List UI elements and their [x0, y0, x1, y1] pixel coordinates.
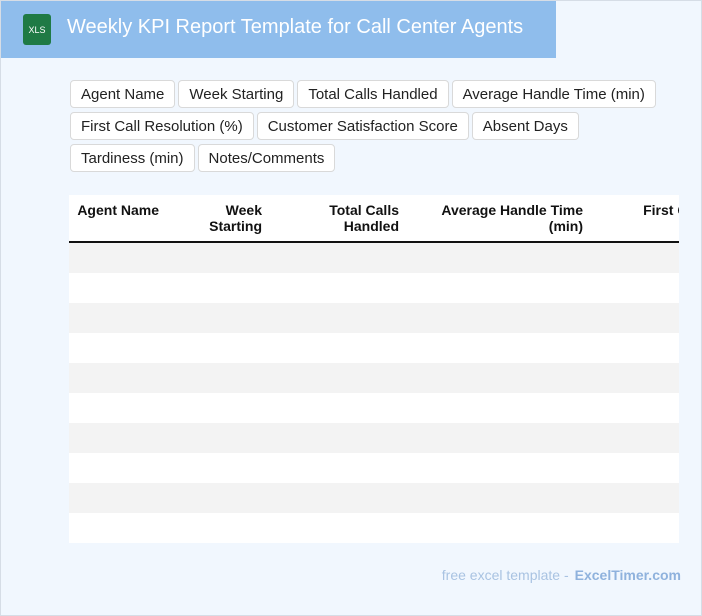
tag: Tardiness (min): [70, 144, 195, 172]
table-cell: [409, 333, 593, 363]
table-cell: [593, 333, 679, 363]
table-cell: [593, 393, 679, 423]
table-cell: [169, 303, 272, 333]
table-row: [69, 453, 679, 483]
table-cell: [69, 453, 169, 483]
table-cell: [272, 483, 409, 513]
tag: Notes/Comments: [197, 144, 336, 172]
page-title: Weekly KPI Report Template for Call Cent…: [67, 16, 524, 38]
kpi-table: Agent Name Week Starting Total Calls Handl…: [69, 195, 679, 543]
table-row: [69, 483, 679, 513]
table-cell: [169, 483, 272, 513]
table-row: [69, 363, 679, 393]
table-cell: [272, 453, 409, 483]
tag: First Call Resolution (%): [70, 112, 254, 140]
table-cell: [593, 273, 679, 303]
table-cell: [272, 423, 409, 453]
table-cell: [593, 513, 679, 543]
header-banner: XLS Weekly KPI Report Template for Call …: [1, 1, 556, 58]
column-header: Average Handle Time (min): [409, 195, 593, 243]
table-cell: [69, 423, 169, 453]
table-cell: [409, 363, 593, 393]
table-row: [69, 423, 679, 453]
table-cell: [409, 423, 593, 453]
table-cell: [169, 513, 272, 543]
footer: free excel template - ExcelTimer.com: [442, 567, 681, 583]
column-header: Total Calls Handled: [272, 195, 409, 243]
table-cell: [593, 453, 679, 483]
table-cell: [409, 513, 593, 543]
table-cell: [593, 242, 679, 273]
table-cell: [593, 363, 679, 393]
table-cell: [69, 333, 169, 363]
table-cell: [69, 483, 169, 513]
table-cell: [69, 242, 169, 273]
table-cell: [272, 303, 409, 333]
footer-link[interactable]: ExcelTimer.com: [574, 567, 681, 583]
table-cell: [409, 393, 593, 423]
table-container: Agent Name Week Starting Total Calls Handl…: [69, 195, 679, 543]
tag: Week Starting: [178, 80, 295, 108]
table-cell: [69, 363, 169, 393]
table-cell: [272, 333, 409, 363]
tag: Total Calls Handled: [297, 80, 449, 108]
table-row: [69, 303, 679, 333]
table-row: [69, 333, 679, 363]
table-cell: [169, 393, 272, 423]
table-cell: [272, 242, 409, 273]
xls-icon: XLS: [23, 14, 51, 45]
table-cell: [409, 242, 593, 273]
table-cell: [169, 423, 272, 453]
table-cell: [272, 513, 409, 543]
column-header: First Call: [593, 195, 679, 243]
tag: Customer Satisfaction Score: [256, 112, 469, 140]
table-cell: [169, 363, 272, 393]
header-row: Agent Name Week Starting Total Calls Handl…: [69, 195, 679, 243]
column-header: Agent Name: [69, 195, 169, 243]
table-cell: [593, 423, 679, 453]
table-cell: [272, 273, 409, 303]
tag: Absent Days: [471, 112, 579, 140]
table-cell: [593, 483, 679, 513]
table-row: [69, 513, 679, 543]
table-body: [69, 242, 679, 543]
table-cell: [169, 273, 272, 303]
table-cell: [69, 273, 169, 303]
table-cell: [69, 513, 169, 543]
table-cell: [409, 273, 593, 303]
table-cell: [169, 453, 272, 483]
column-header: Week Starting: [169, 195, 272, 243]
table-cell: [409, 483, 593, 513]
table-row: [69, 393, 679, 423]
table-cell: [272, 363, 409, 393]
table-cell: [593, 303, 679, 333]
table-cell: [69, 393, 169, 423]
table-row: [69, 273, 679, 303]
table-cell: [272, 393, 409, 423]
table-cell: [69, 303, 169, 333]
tag: Average Handle Time (min): [451, 80, 656, 108]
table-cell: [409, 303, 593, 333]
tag: Agent Name: [70, 80, 176, 108]
table-cell: [169, 242, 272, 273]
table-row: [69, 242, 679, 273]
table-cell: [169, 333, 272, 363]
footer-text: free excel template -: [441, 567, 569, 583]
table-cell: [409, 453, 593, 483]
tag-list: Agent Name Week Starting Total Calls Handl…: [70, 80, 701, 172]
